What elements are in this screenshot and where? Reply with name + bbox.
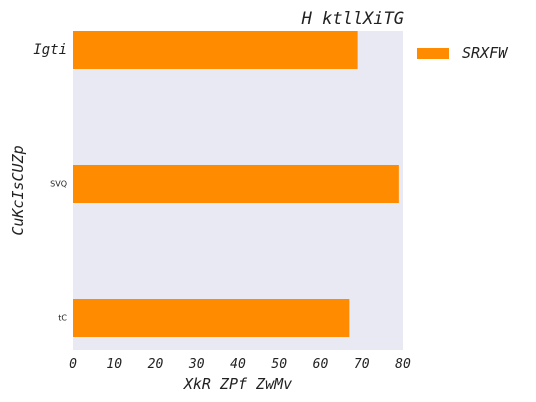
bar-igti — [73, 31, 358, 69]
x-axis-label: XkR ZPf ZwMv — [183, 375, 292, 393]
bar-tc — [73, 299, 350, 337]
x-tick-label: 60 — [313, 357, 329, 372]
legend-swatch — [417, 48, 449, 59]
x-tick-label: 80 — [395, 357, 411, 372]
x-tick-label: 50 — [271, 357, 287, 372]
y-tick-label: SVQ — [50, 180, 67, 189]
x-tick-label: 20 — [148, 357, 164, 372]
legend: SRXFW — [417, 44, 509, 62]
x-tick-label: 40 — [230, 357, 246, 372]
x-tick-label: 70 — [354, 357, 370, 372]
x-tick-label: 0 — [69, 357, 77, 372]
x-tick-label: 30 — [188, 357, 205, 372]
x-tick-label: 10 — [106, 357, 122, 372]
bar-svq — [73, 165, 399, 203]
legend-label: SRXFW — [462, 44, 509, 62]
y-axis-label: CuKcIsCUZp — [9, 145, 27, 235]
chart-title: H ktllXiTG — [301, 9, 404, 29]
y-tick-label: tC — [58, 314, 67, 323]
y-tick-label: Igti — [33, 42, 67, 58]
x-tick-labels: 0 10 20 30 40 50 60 70 80 — [69, 357, 411, 372]
y-tick-labels: Igti SVQ tC — [33, 42, 67, 323]
bars-group — [73, 31, 399, 337]
